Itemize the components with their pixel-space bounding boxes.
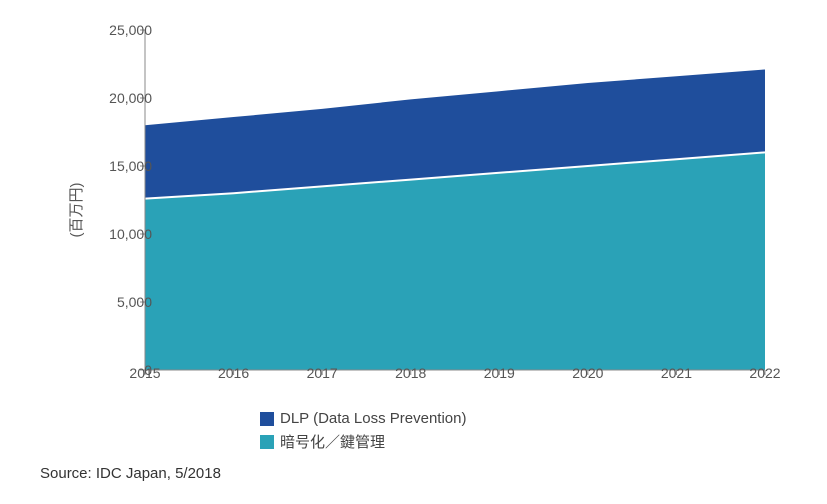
y-tick-label: 25,000 (109, 22, 152, 38)
y-tick-label: 10,000 (109, 226, 152, 242)
area-chart-svg (145, 30, 765, 370)
chart-container: (百万円) 05,00010,00015,00020,00025,000 201… (40, 20, 780, 400)
x-tick-label: 2019 (484, 365, 515, 381)
x-tick-label: 2021 (661, 365, 692, 381)
plot-area (145, 30, 765, 370)
y-axis-label: (百万円) (65, 183, 86, 238)
x-tick-label: 2020 (572, 365, 603, 381)
legend-swatch-dlp (260, 412, 274, 426)
legend-item-encryption: 暗号化／鍵管理 (260, 431, 466, 452)
x-tick-label: 2016 (218, 365, 249, 381)
x-tick-label: 2017 (307, 365, 338, 381)
source-citation: Source: IDC Japan, 5/2018 (40, 465, 221, 482)
x-tick-label: 2022 (749, 365, 780, 381)
legend-swatch-encryption (260, 435, 274, 449)
legend-label-dlp: DLP (Data Loss Prevention) (280, 410, 466, 427)
y-tick-label: 20,000 (109, 90, 152, 106)
x-tick-label: 2015 (129, 365, 160, 381)
legend-item-dlp: DLP (Data Loss Prevention) (260, 410, 466, 427)
x-tick-label: 2018 (395, 365, 426, 381)
y-tick-label: 15,000 (109, 158, 152, 174)
legend: DLP (Data Loss Prevention) 暗号化／鍵管理 (260, 410, 466, 456)
legend-label-encryption: 暗号化／鍵管理 (280, 431, 385, 452)
y-tick-label: 5,000 (117, 294, 152, 310)
